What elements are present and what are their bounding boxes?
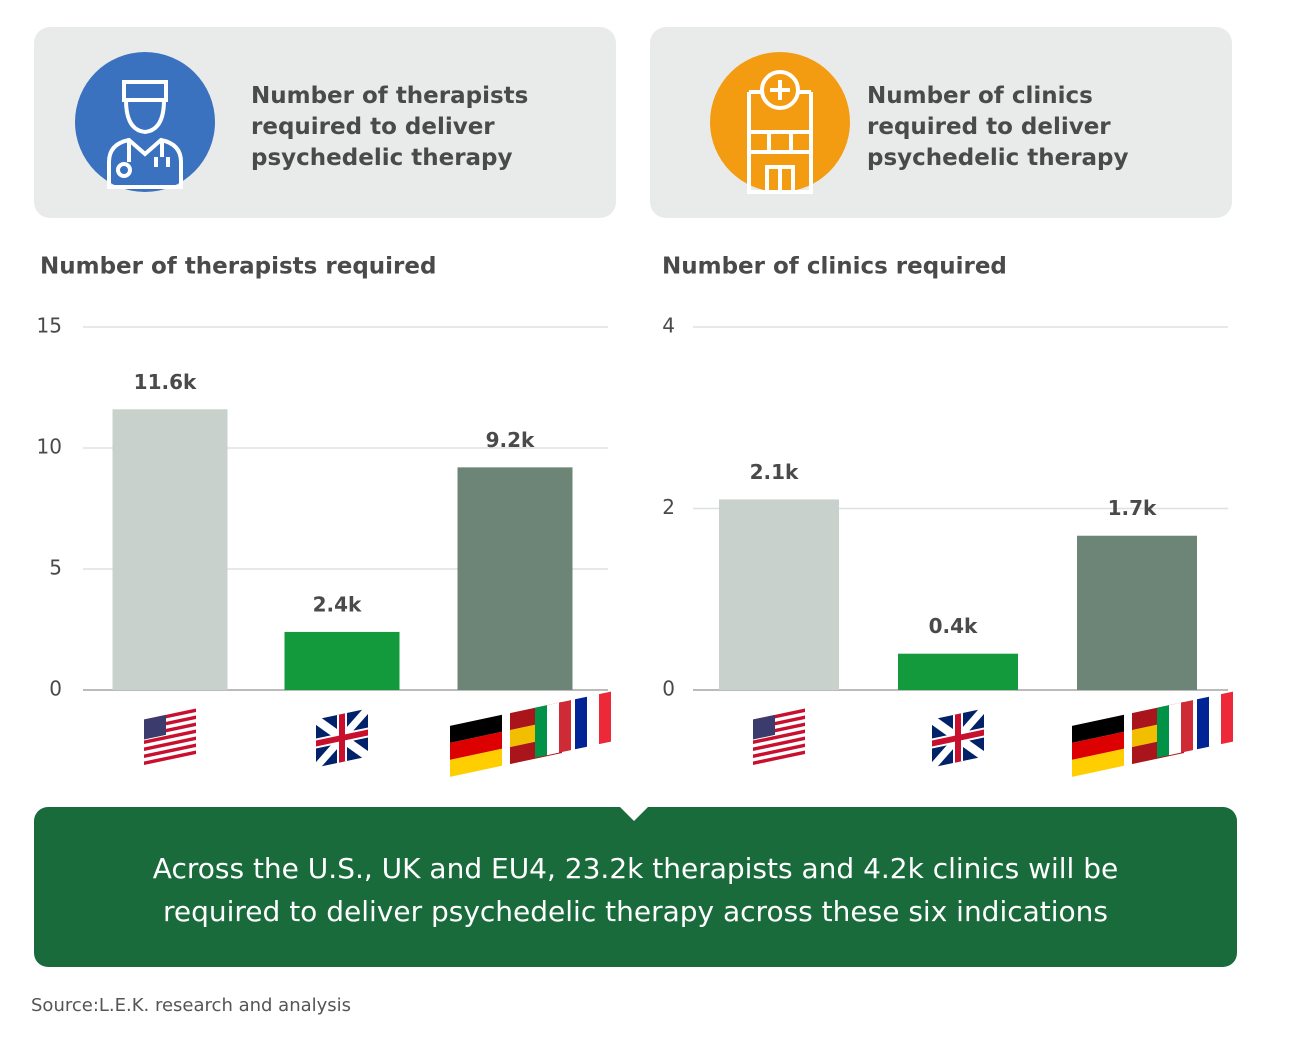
summary-text: Across the U.S., UK and EU4, 23.2k thera… [152,852,1119,928]
flag [929,706,987,770]
y-tick-label: 10 [37,435,62,459]
flag-part [753,714,775,740]
flag-part [1072,731,1124,760]
flag-part [587,694,599,747]
clinic-icon [710,52,850,194]
flag-part [450,748,502,777]
notch [620,807,648,821]
flag-part [1181,700,1193,753]
value-label: 0.4k [929,614,978,638]
flag [1072,691,1233,777]
flag-part [1221,691,1233,745]
flag-part [450,731,502,760]
flag [450,691,611,777]
flag-part [1072,714,1124,743]
y-tick-label: 0 [49,677,62,701]
y-tick-label: 4 [662,314,675,338]
flag-part [753,729,805,745]
flag [313,706,371,770]
flag-part [1169,702,1181,756]
header-title: Number of clinics required to deliver ps… [867,83,1129,171]
flag-part [535,705,547,758]
chart-title: Number of clinics required [662,254,1007,280]
flag-part [753,750,805,766]
chart-title: Number of therapists required [40,254,436,280]
header-title: Number of therapists required to deliver… [251,83,529,171]
source: Source:L.E.K. research and analysis [31,995,352,1016]
bar [284,631,400,690]
flag-part [559,700,571,753]
y-tick-label: 15 [37,314,62,338]
summary-box: Across the U.S., UK and EU4, 23.2k thera… [34,807,1237,967]
flag-part [955,713,961,763]
flag-part [144,750,196,766]
header-card: Number of therapists required to deliver… [34,27,616,218]
flag-part [1072,748,1124,777]
flag-part [144,714,166,740]
header-card: Number of clinics required to deliver ps… [650,27,1232,218]
therapist-icon [75,52,215,192]
bar [112,409,228,690]
flag-part [1157,705,1169,758]
value-label: 9.2k [486,428,535,452]
charts: Number of therapists required 0 5 10 15 11.6k… [37,254,1233,777]
bar [898,653,1018,690]
flag-part [547,702,559,756]
flag-part [575,696,587,750]
flag-part [753,736,805,752]
bar [457,467,573,690]
flag-part [144,729,196,745]
y-tick-label: 5 [49,556,62,580]
flag-part [1197,696,1209,750]
flag-part [339,713,345,763]
y-tick-label: 2 [662,495,675,519]
value-label: 1.7k [1108,496,1157,520]
flag-part [144,736,196,752]
flag [753,708,805,766]
value-label: 11.6k [134,370,197,394]
flag-part [1209,694,1221,747]
flag [144,708,196,766]
value-label: 2.1k [750,460,799,484]
bar [719,499,839,690]
value-label: 2.4k [313,592,362,616]
bar [1077,535,1197,690]
flag-part [753,743,805,759]
flag-part [599,691,611,745]
flag-part [144,743,196,759]
flag-part [450,714,502,743]
y-tick-label: 0 [662,677,675,701]
